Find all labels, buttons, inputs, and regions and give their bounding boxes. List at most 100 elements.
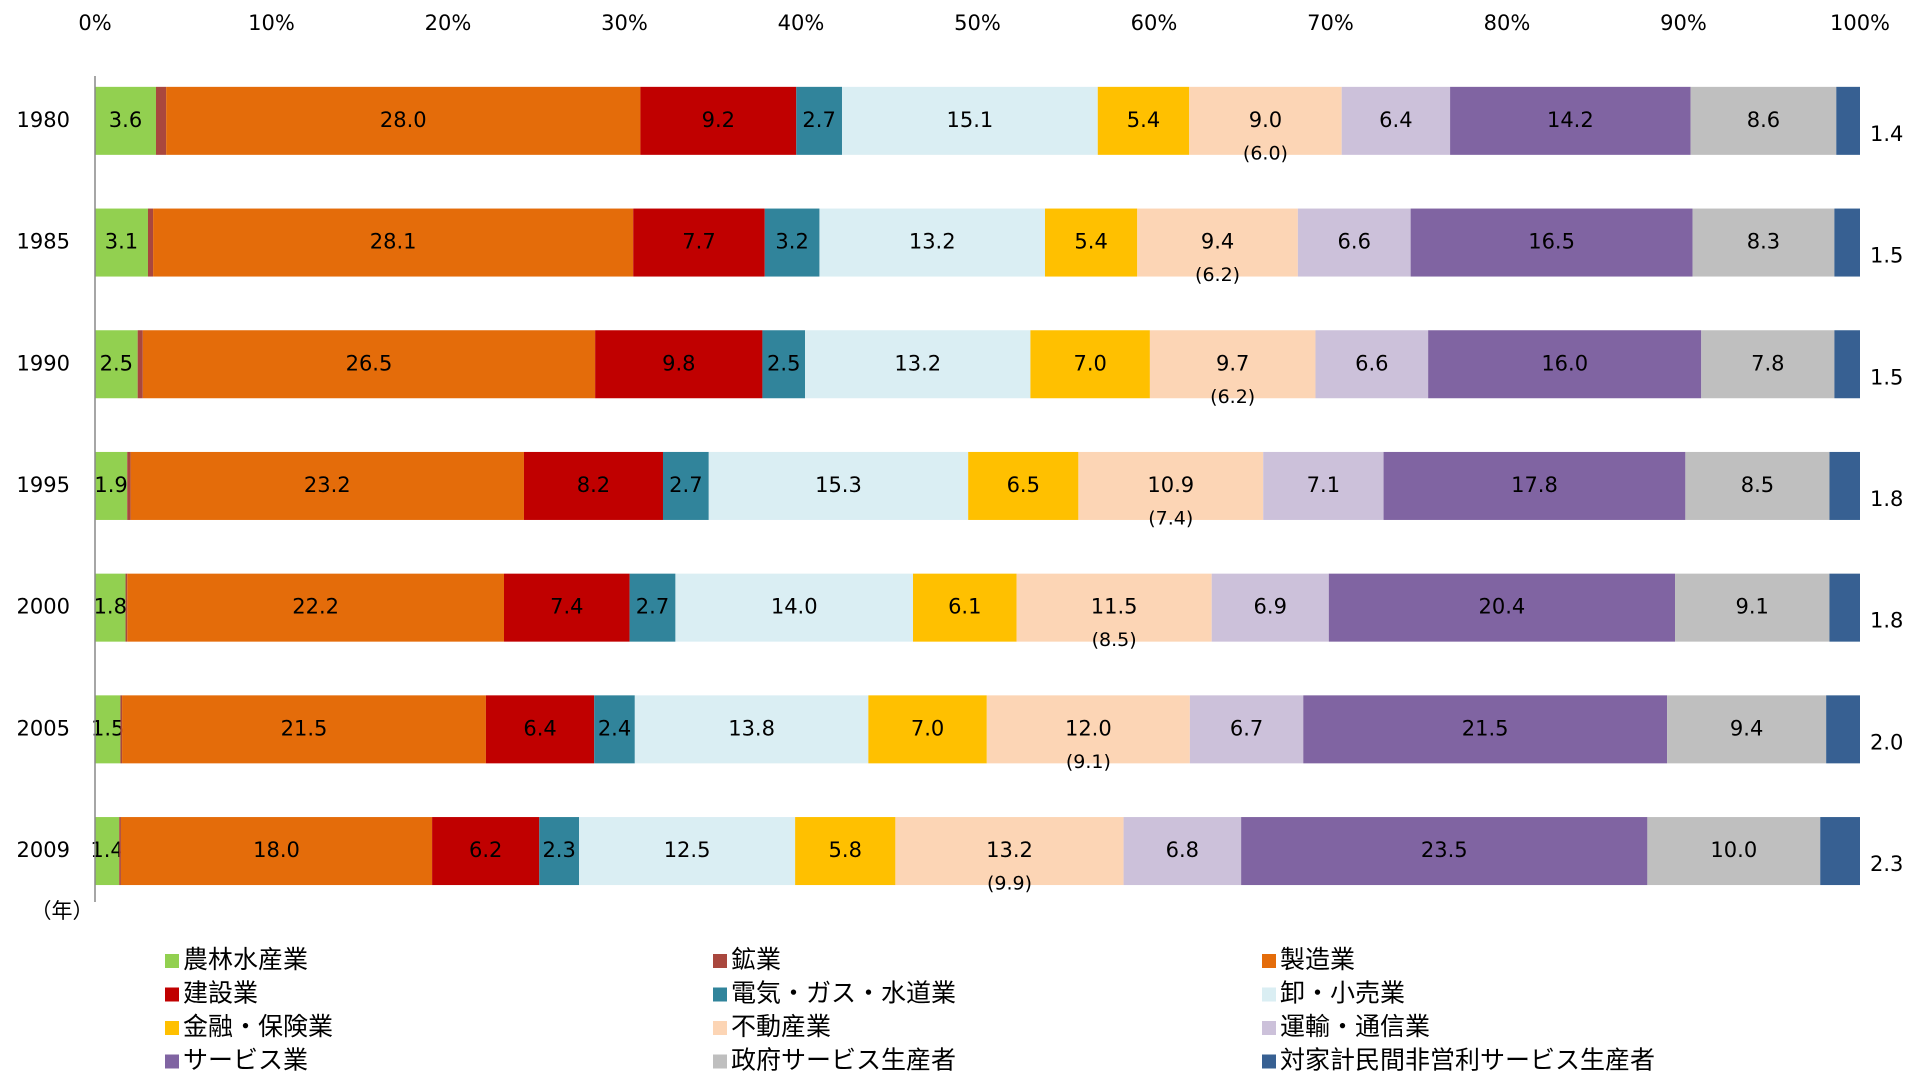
legend-label: 建設業	[183, 979, 258, 1008]
value-label: 8.3	[1747, 230, 1780, 254]
bar-segment	[1690, 86, 1837, 155]
legend-label: 鉱業	[731, 945, 781, 974]
value-label: 9.2	[702, 108, 735, 132]
bar-segment	[1667, 695, 1827, 764]
value-label: 2.7	[636, 595, 669, 619]
value-label: 9.4	[1730, 716, 1763, 740]
legend-swatch	[165, 954, 179, 968]
value-label: 3.1	[105, 230, 138, 254]
value-label: 6.6	[1338, 230, 1371, 254]
bar-segment	[1341, 86, 1451, 155]
legend-label: 電気・ガス・水道業	[731, 979, 956, 1008]
value-label: 7.1	[1307, 473, 1340, 497]
bar-segment	[968, 451, 1079, 520]
x-tick-label: 60%	[1131, 11, 1178, 35]
value-label: 1.5	[1870, 244, 1903, 268]
bar-segment	[1149, 330, 1316, 399]
legend-swatch	[165, 1054, 179, 1069]
bar-segment	[913, 573, 1017, 642]
value-label: 6.2	[469, 838, 502, 862]
value-label: 21.5	[281, 716, 328, 740]
bar-segment	[95, 330, 138, 399]
value-label: 9.1	[1736, 595, 1769, 619]
bar-segment	[1241, 817, 1648, 886]
value-label: 28.0	[380, 108, 427, 132]
bar-segment	[504, 573, 630, 642]
value-label: 6.1	[948, 595, 981, 619]
bar-segment	[120, 817, 433, 886]
bar-segment	[708, 451, 969, 520]
bar-segment	[1836, 86, 1860, 155]
bar-segment	[796, 86, 842, 155]
value-label: 2.0	[1870, 730, 1903, 754]
value-label: 26.5	[346, 351, 393, 375]
legend-swatch	[1262, 987, 1276, 1002]
legend-swatch	[1262, 1054, 1276, 1069]
bar-segment	[841, 86, 1098, 155]
sub-value-label: (9.9)	[987, 873, 1032, 895]
value-label: 9.4	[1201, 230, 1234, 254]
bar-segment	[95, 208, 148, 277]
legend-label: 農林水産業	[183, 945, 308, 974]
value-label: 2.3	[542, 838, 575, 862]
x-tick-label: 70%	[1307, 11, 1354, 35]
bar-segment	[95, 86, 156, 155]
value-label: 3.2	[775, 230, 808, 254]
value-label: 16.5	[1528, 230, 1575, 254]
y-axis-label: （年）	[31, 899, 94, 923]
y-tick-label: 2009	[17, 838, 70, 862]
bar-segment	[147, 208, 154, 277]
bar-segment	[1137, 208, 1298, 277]
bar-segment	[1297, 208, 1411, 277]
bar-segment	[485, 695, 595, 764]
value-label: 1.4	[90, 838, 123, 862]
bar-segment	[122, 695, 486, 764]
bar-segment	[1211, 573, 1329, 642]
bar-segment	[539, 817, 580, 886]
bar-segment	[764, 208, 820, 277]
bar-segment	[594, 695, 635, 764]
value-label: 8.5	[1741, 473, 1774, 497]
legend-label: 金融・保険業	[183, 1012, 333, 1041]
bar-segment	[125, 573, 128, 642]
bar-segment	[629, 573, 676, 642]
value-label: 28.1	[370, 230, 417, 254]
bar-segment	[95, 817, 120, 886]
legend-swatch	[1262, 954, 1276, 968]
bar-segment	[595, 330, 763, 399]
value-label: 22.2	[292, 595, 339, 619]
x-tick-label: 100%	[1830, 11, 1890, 35]
bar-segment	[633, 208, 765, 277]
y-tick-label: 1980	[17, 108, 70, 132]
value-label: 9.8	[662, 351, 695, 375]
bar-segment	[1189, 695, 1304, 764]
legend-swatch	[713, 954, 727, 968]
bar-segment	[1044, 208, 1138, 277]
value-label: 18.0	[253, 838, 300, 862]
value-label: 2.5	[767, 351, 800, 375]
x-tick-label: 20%	[425, 11, 472, 35]
x-tick-label: 90%	[1660, 11, 1707, 35]
value-label: 5.4	[1074, 230, 1107, 254]
x-tick-label: 80%	[1484, 11, 1531, 35]
bar-segment	[120, 695, 123, 764]
value-label: 2.7	[802, 108, 835, 132]
value-label: 2.5	[100, 351, 133, 375]
value-label: 5.4	[1127, 108, 1160, 132]
bar-segment	[986, 695, 1190, 764]
bar-segment	[1826, 695, 1860, 764]
value-label: 2.4	[598, 716, 631, 740]
bar-segment	[1383, 451, 1686, 520]
value-label: 13.8	[728, 716, 775, 740]
bar-segment	[1834, 330, 1860, 399]
value-label: 9.0	[1249, 108, 1282, 132]
value-label: 6.4	[1379, 108, 1412, 132]
value-label: 2.7	[669, 473, 702, 497]
value-label: 8.6	[1747, 108, 1780, 132]
value-label: 7.4	[550, 595, 583, 619]
value-label: 1.4	[1870, 122, 1903, 146]
bar-segment	[634, 695, 869, 764]
bar-segment	[142, 330, 596, 399]
bar-segment	[1016, 573, 1212, 642]
